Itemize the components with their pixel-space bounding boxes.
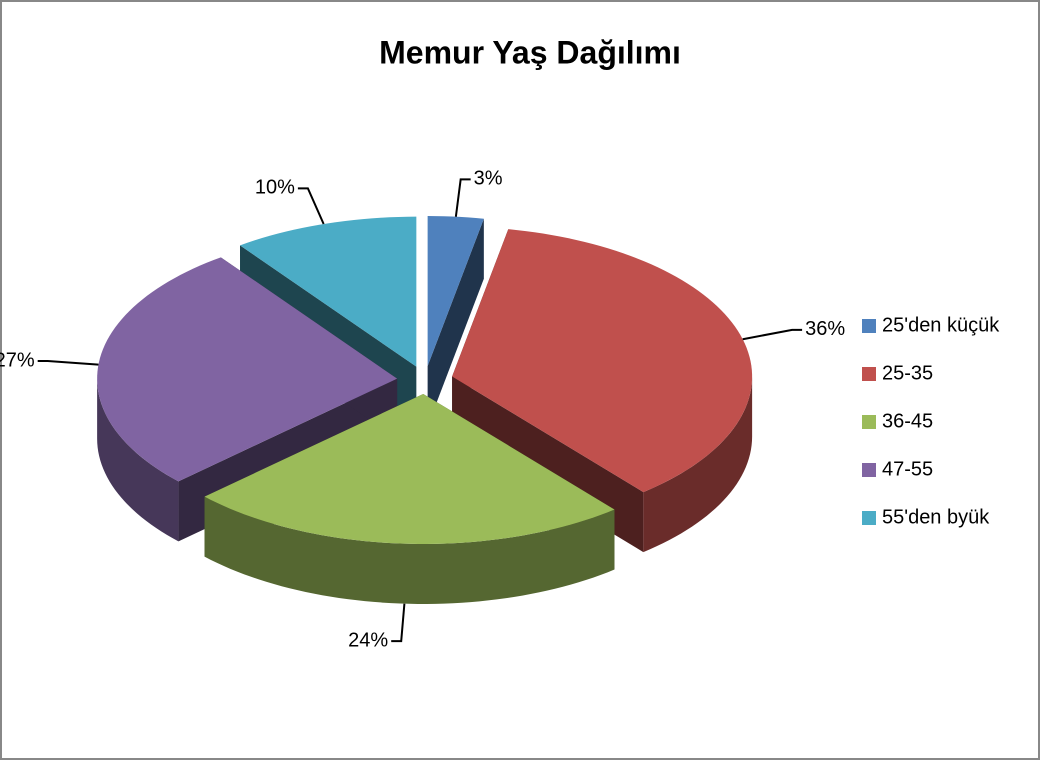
slice [452, 229, 753, 493]
slice-wall [643, 376, 753, 553]
slice [97, 257, 398, 482]
slice [204, 393, 615, 544]
legend-label: 55'den byük [882, 506, 990, 528]
leader-line [454, 178, 471, 217]
legend-label: 47-55 [882, 458, 933, 480]
leader-line [742, 328, 803, 341]
data-label: 10% [255, 177, 295, 199]
data-label: 27% [0, 349, 35, 371]
slice-wall [97, 378, 179, 542]
leader-line [391, 603, 406, 643]
slice [240, 216, 417, 367]
data-label: 3% [474, 168, 503, 190]
slice-side [427, 218, 484, 427]
legend-swatch [862, 511, 876, 525]
legend-label: 25'den küçük [882, 314, 1000, 336]
chart-title: Memur Yaş Dağılımı [379, 34, 681, 70]
data-label: 36% [805, 318, 845, 340]
slice-wall [204, 496, 615, 604]
legend-label: 36-45 [882, 410, 933, 432]
leader-line [297, 187, 325, 225]
legend-label: 25-35 [882, 362, 933, 384]
data-label: 24% [348, 629, 388, 651]
slice [427, 216, 484, 367]
legend-swatch [862, 319, 876, 333]
legend-swatch [862, 463, 876, 477]
legend-swatch [862, 415, 876, 429]
legend-swatch [862, 367, 876, 381]
leader-line [37, 360, 99, 366]
